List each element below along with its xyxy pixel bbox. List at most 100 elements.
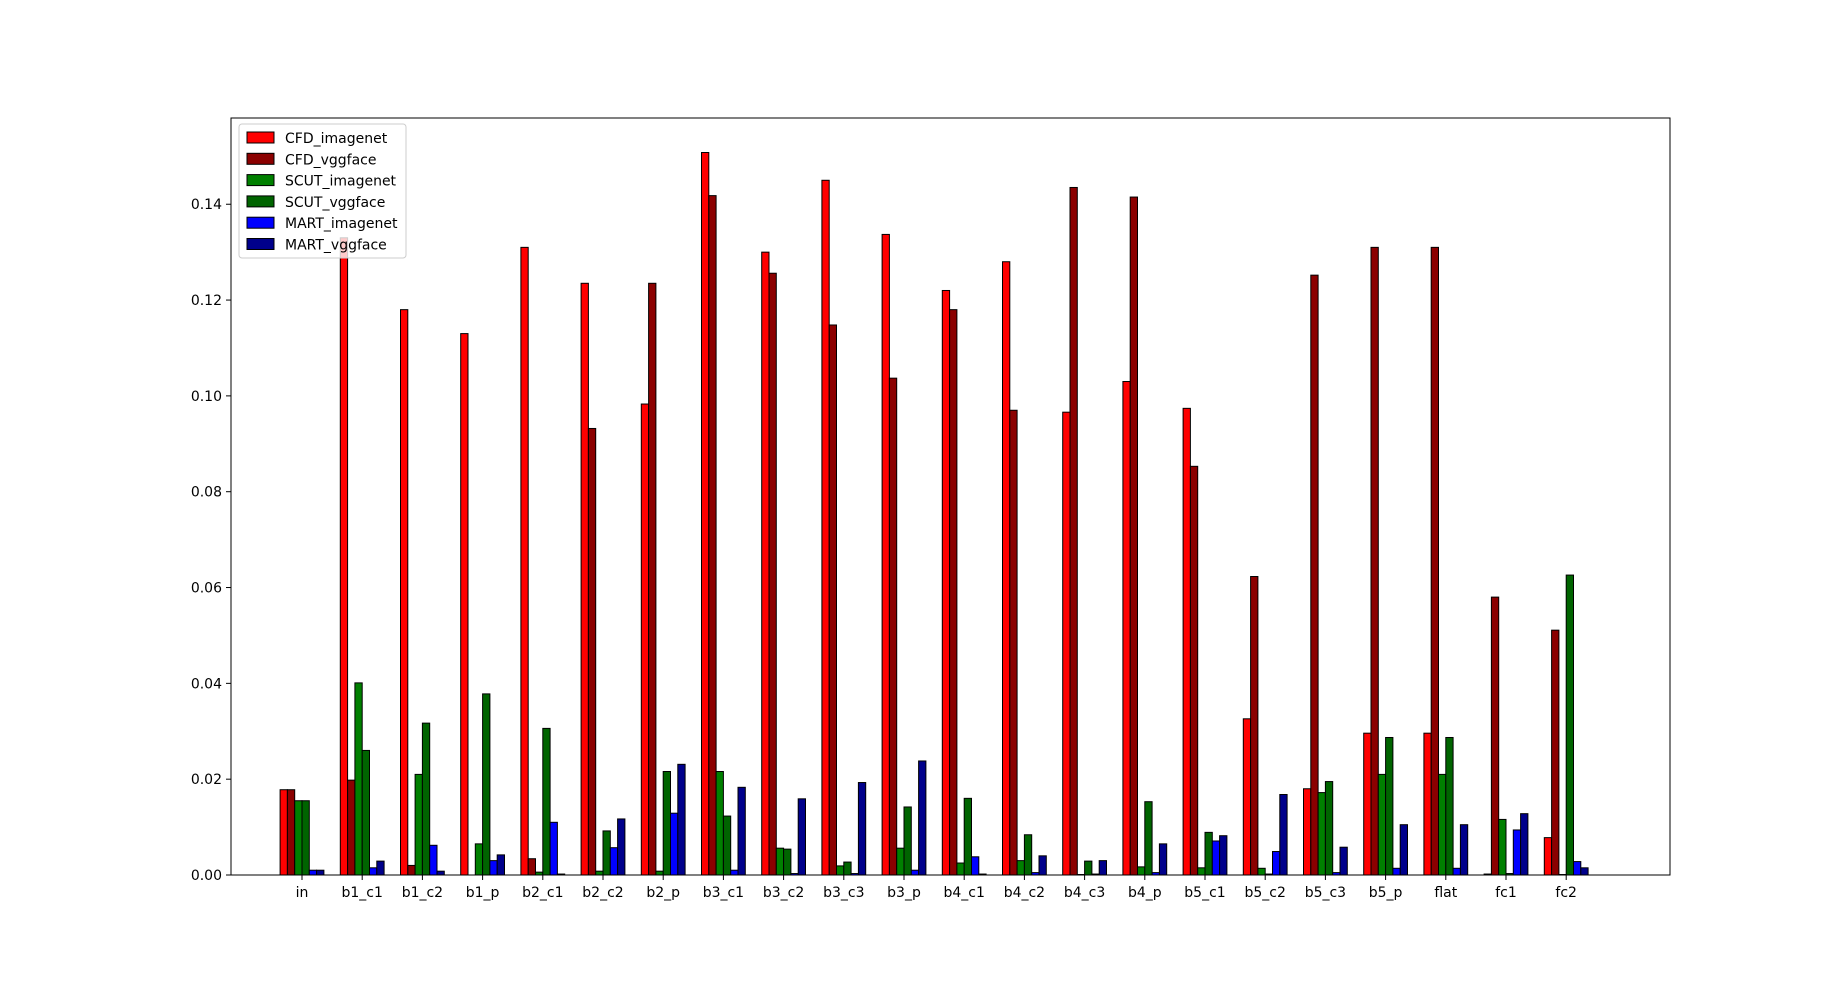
bar-CFD_vggface-b5_c2	[1251, 577, 1258, 875]
bar-MART_vggface-b1_p	[497, 855, 504, 875]
bar-CFD_imagenet-b1_p	[461, 334, 468, 875]
bar-CFD_vggface-b2_c2	[588, 428, 595, 875]
bar-SCUT_vggface-b2_p	[663, 772, 670, 875]
x-tick-label: b4_p	[1128, 885, 1162, 901]
bar-SCUT_vggface-b3_c2	[784, 849, 791, 875]
legend-swatch-CFD_imagenet	[247, 132, 274, 143]
x-tick-label: b4_c1	[943, 885, 984, 901]
bar-SCUT_vggface-b3_c3	[844, 862, 851, 875]
bar-CFD_vggface-b2_p	[649, 283, 656, 875]
bar-CFD_vggface-b4_c2	[1010, 410, 1017, 875]
bar-MART_imagenet-b5_c1	[1212, 841, 1219, 875]
bar-CFD_imagenet-b1_c1	[340, 238, 347, 875]
bar-CFD_imagenet-b4_c3	[1063, 412, 1070, 875]
bar-CFD_imagenet-b4_p	[1123, 382, 1130, 875]
bar-CFD_imagenet-in	[280, 790, 287, 875]
bar-MART_imagenet-b3_c1	[731, 870, 738, 875]
bar-MART_vggface-fc1	[1521, 814, 1528, 875]
x-tick-label: b2_c2	[582, 885, 623, 901]
legend-label-SCUT_vggface: SCUT_vggface	[285, 195, 385, 211]
bar-MART_vggface-b1_c1	[377, 861, 384, 875]
x-tick-label: b2_p	[646, 885, 680, 901]
bar-MART_vggface-b4_c2	[1039, 856, 1046, 875]
x-tick-label: b5_c2	[1244, 885, 1285, 901]
legend-swatch-SCUT_vggface	[247, 196, 274, 207]
bar-SCUT_imagenet-b5_p	[1378, 774, 1385, 875]
x-tick-label: b5_c3	[1305, 885, 1346, 901]
bar-CFD_imagenet-b2_c1	[521, 247, 528, 875]
bar-SCUT_imagenet-flat	[1439, 774, 1446, 875]
x-tick-label: b4_c2	[1004, 885, 1045, 901]
bar-MART_vggface-b5_c1	[1220, 836, 1227, 875]
bar-CFD_imagenet-b4_c1	[942, 290, 949, 875]
bar-MART_vggface-fc2	[1581, 868, 1588, 875]
bar-MART_vggface-b2_c2	[618, 819, 625, 875]
bar-MART_vggface-b3_c2	[798, 799, 805, 875]
bar-CFD_imagenet-b3_c3	[822, 180, 829, 875]
x-tick-label: b2_c1	[522, 885, 563, 901]
bar-SCUT_imagenet-b3_c2	[776, 848, 783, 875]
legend-label-CFD_imagenet: CFD_imagenet	[285, 131, 388, 147]
bar-CFD_imagenet-b5_c1	[1183, 408, 1190, 875]
bar-SCUT_imagenet-b3_p	[897, 848, 904, 875]
x-tick-label: b3_c3	[823, 885, 864, 901]
x-tick-label: fc1	[1495, 885, 1517, 901]
bar-CFD_imagenet-b2_p	[641, 404, 648, 875]
bar-SCUT_vggface-b4_c3	[1085, 861, 1092, 875]
x-tick-label: b5_p	[1369, 885, 1403, 901]
bar-CFD_imagenet-b1_c2	[401, 310, 408, 875]
x-tick-label: fc2	[1555, 885, 1577, 901]
bar-SCUT_imagenet-in	[295, 801, 302, 875]
bar-SCUT_imagenet-b1_p	[475, 844, 482, 875]
legend-label-MART_imagenet: MART_imagenet	[285, 216, 398, 232]
x-tick-label: b3_c1	[703, 885, 744, 901]
y-tick-label: 0.02	[191, 772, 222, 788]
bars-layer	[280, 153, 1588, 876]
bar-CFD_imagenet-b5_c2	[1243, 719, 1250, 875]
bar-MART_imagenet-fc2	[1574, 862, 1581, 875]
bar-MART_vggface-b4_p	[1159, 844, 1166, 875]
bar-SCUT_imagenet-b4_c1	[957, 863, 964, 875]
bar-MART_imagenet-b2_p	[671, 813, 678, 875]
bar-CFD_vggface-fc1	[1491, 597, 1498, 875]
bar-MART_vggface-b5_p	[1400, 825, 1407, 875]
bar-MART_vggface-b3_c1	[738, 787, 745, 875]
bar-SCUT_imagenet-b2_c2	[596, 871, 603, 875]
bar-CFD_imagenet-flat	[1424, 733, 1431, 875]
bar-SCUT_vggface-b3_p	[904, 807, 911, 875]
bar-MART_vggface-b4_c3	[1099, 861, 1106, 875]
bar-MART_imagenet-b1_p	[490, 861, 497, 875]
bar-MART_vggface-b2_p	[678, 764, 685, 875]
bar-MART_imagenet-b4_c1	[972, 857, 979, 875]
bar-SCUT_vggface-b1_c1	[362, 750, 369, 875]
bar-CFD_imagenet-b2_c2	[581, 283, 588, 875]
legend-swatch-MART_vggface	[247, 239, 274, 250]
bar-MART_vggface-b1_c2	[437, 871, 444, 875]
bar-SCUT_vggface-b5_c3	[1325, 782, 1332, 875]
bar-CFD_imagenet-b3_p	[882, 234, 889, 875]
bar-CFD_vggface-b3_c2	[769, 273, 776, 875]
x-tick-label: b4_c3	[1064, 885, 1105, 901]
bar-CFD_vggface-b1_c2	[408, 865, 415, 875]
bar-CFD_imagenet-b5_c3	[1304, 789, 1311, 875]
bar-MART_vggface-flat	[1460, 825, 1467, 875]
bar-CFD_vggface-b2_c1	[528, 859, 535, 875]
x-tick-label: b1_c1	[341, 885, 382, 901]
y-tick-label: 0.10	[191, 389, 222, 405]
legend: CFD_imagenetCFD_vggfaceSCUT_imagenetSCUT…	[239, 124, 406, 258]
bar-CFD_vggface-in	[287, 790, 294, 875]
bar-MART_imagenet-in	[309, 870, 316, 875]
bar-MART_vggface-b3_c3	[858, 783, 865, 875]
bar-MART_imagenet-fc1	[1513, 830, 1520, 875]
x-tick-label: b3_c2	[763, 885, 804, 901]
bar-MART_imagenet-b2_c2	[610, 848, 617, 875]
y-tick-label: 0.12	[191, 293, 222, 309]
bar-CFD_vggface-b5_c3	[1311, 275, 1318, 875]
bar-CFD_vggface-b4_c1	[950, 310, 957, 875]
bar-SCUT_vggface-b2_c1	[543, 728, 550, 875]
bar-CFD_vggface-b5_c1	[1190, 466, 1197, 875]
bar-SCUT_imagenet-b1_c1	[355, 683, 362, 875]
bar-SCUT_imagenet-b5_c2	[1258, 868, 1265, 875]
bar-CFD_imagenet-b5_p	[1364, 733, 1371, 875]
